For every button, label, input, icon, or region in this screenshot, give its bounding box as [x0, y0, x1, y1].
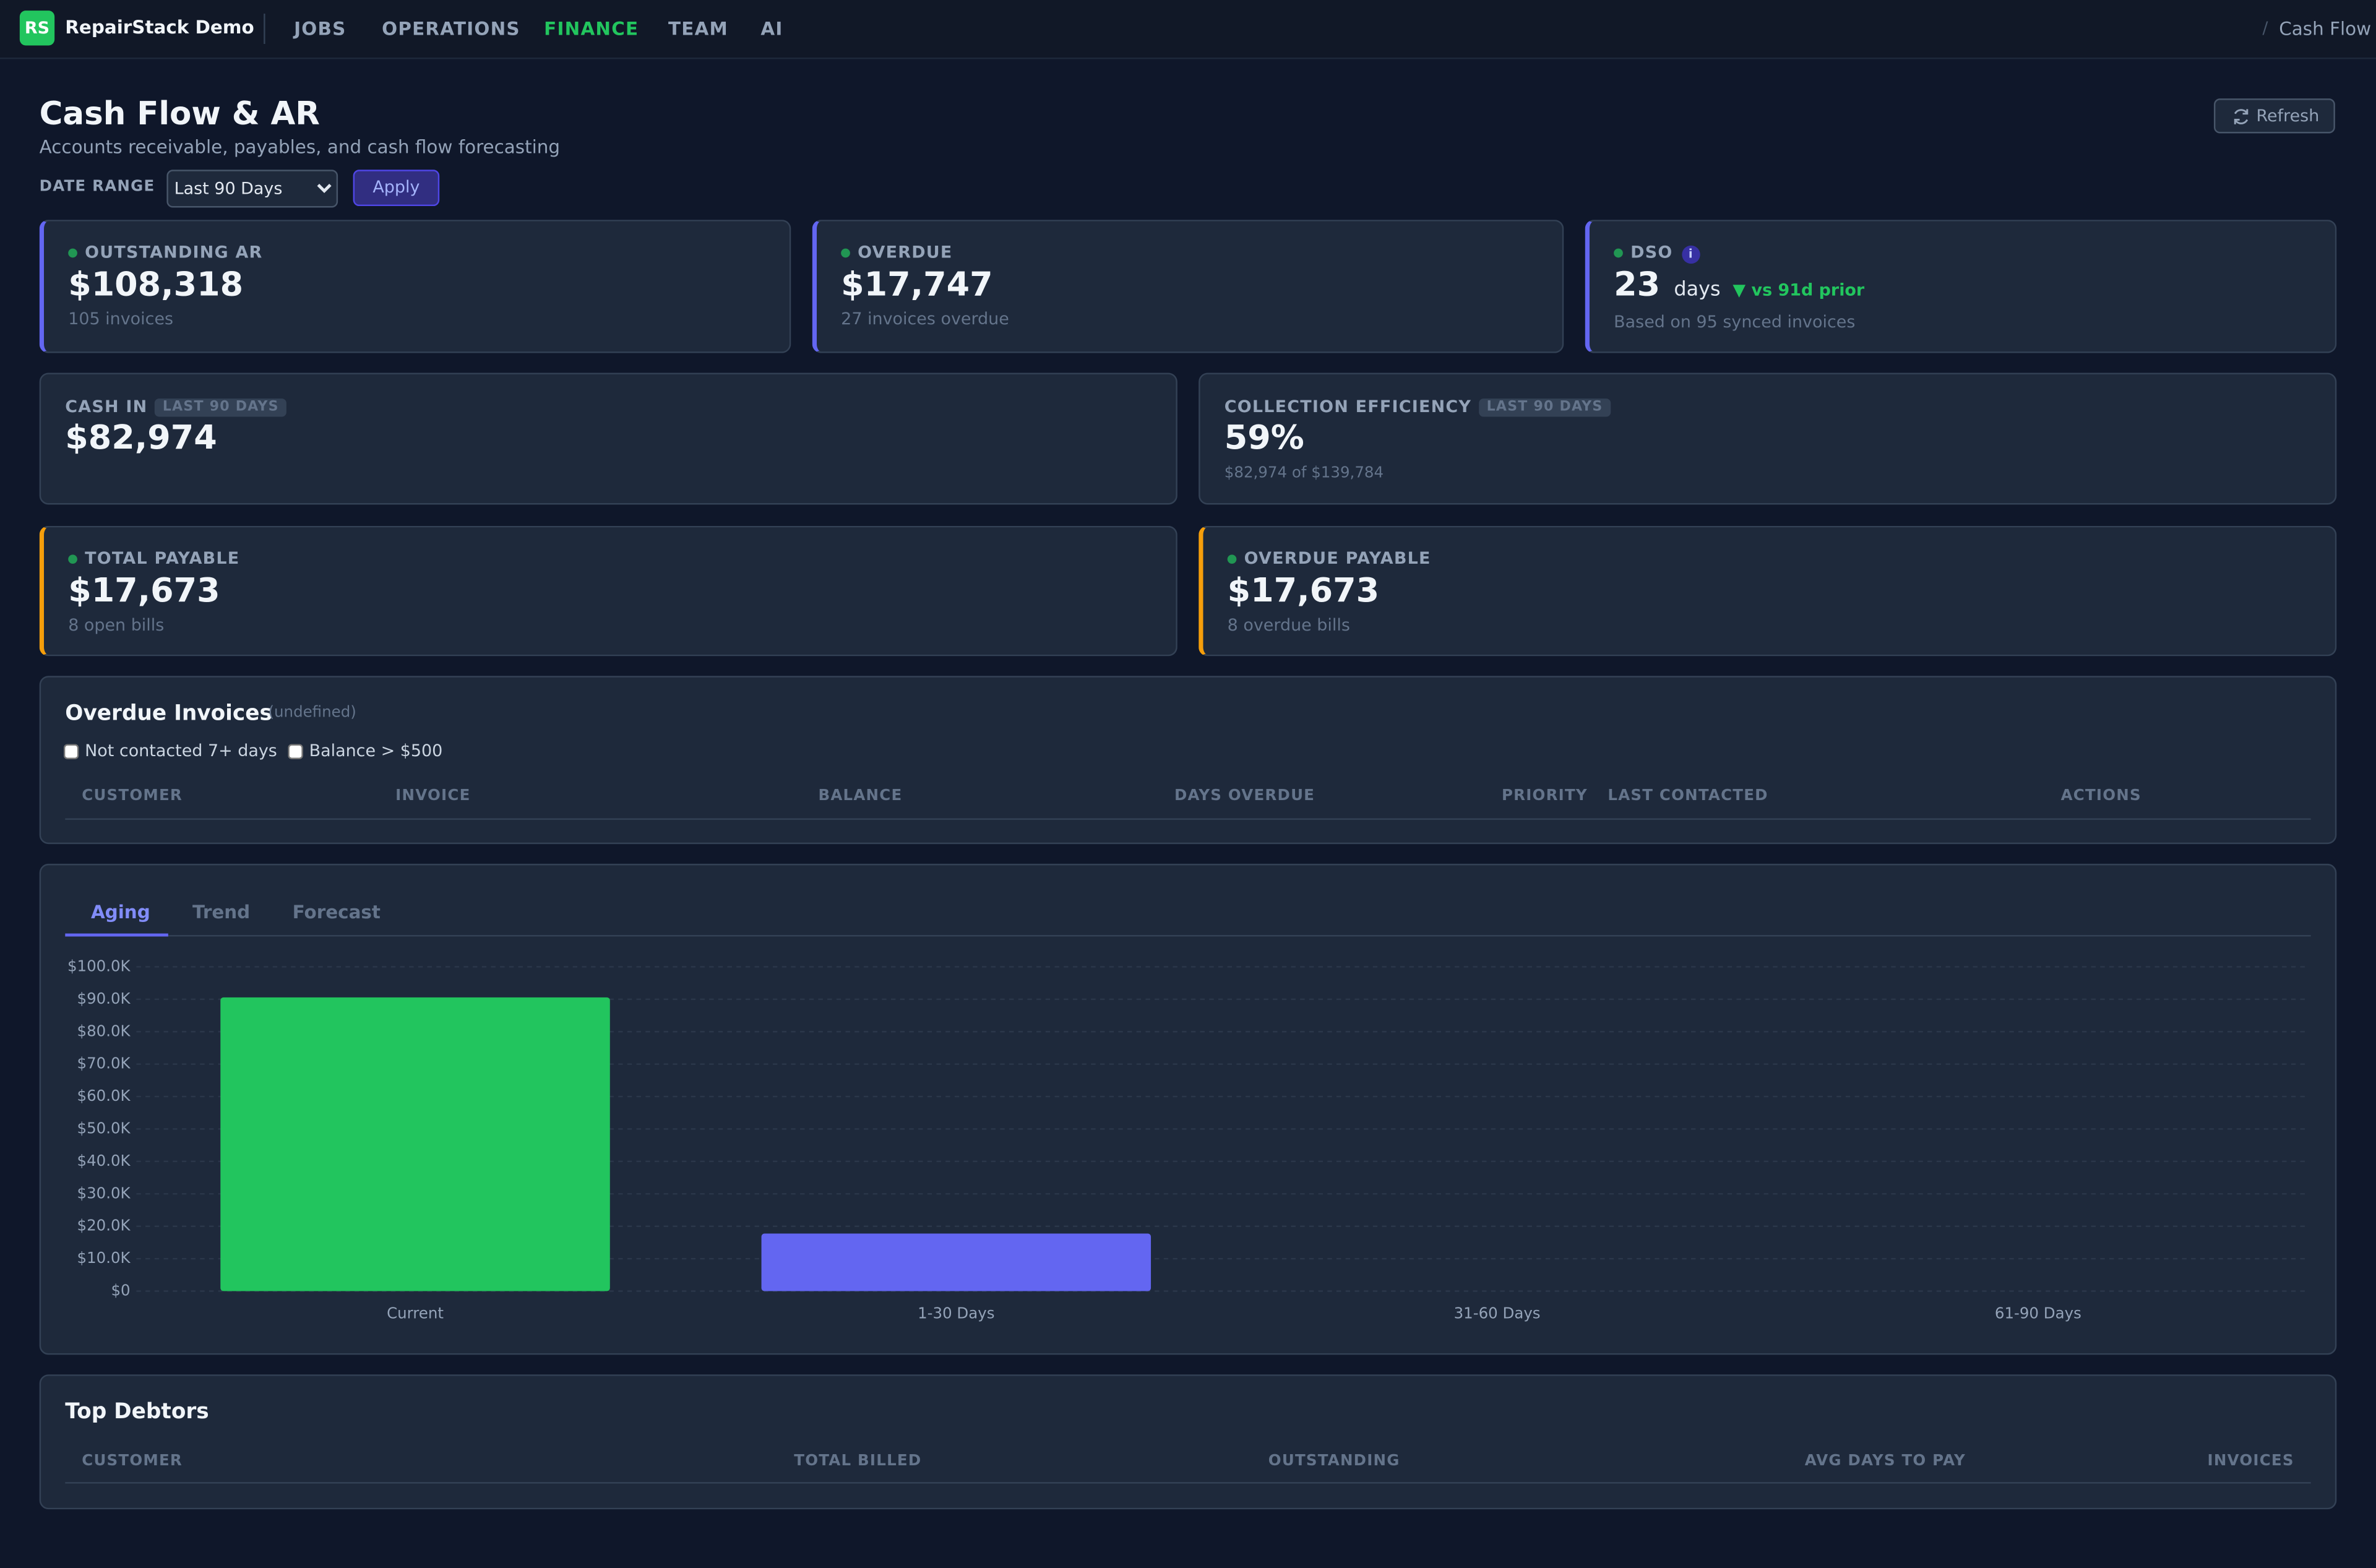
filter-label: Not contacted 7+ days	[85, 741, 277, 761]
kpi-badge: LAST 90 DAYS	[1479, 398, 1611, 417]
bar	[761, 1233, 1151, 1291]
aging-chart: $0 $10.0K $20.0K $30.0K $40.0K $50.0K $60.0K $7…	[67, 957, 2309, 1322]
date-range-select[interactable]: Last 90 Days	[166, 170, 338, 208]
column-header: PRIORITY	[1501, 788, 1588, 805]
breadcrumb-sep: /	[2262, 18, 2268, 38]
kpi-delta: ▼ vs 91d prior	[1732, 280, 1865, 300]
kpi-label: TOTAL PAYABLE	[85, 548, 240, 569]
kpi-label: DSO	[1630, 242, 1673, 262]
info-icon[interactable]: i	[1682, 245, 1700, 264]
kpi-note: 27 invoices overdue	[841, 309, 1009, 329]
column-header: OUTSTANDING	[1268, 1453, 1400, 1470]
refresh-button[interactable]: Refresh	[2213, 98, 2335, 134]
y-tick-label: $10.0K	[77, 1249, 131, 1267]
kpi-note: 105 invoices	[68, 309, 174, 329]
nav-item[interactable]: JOBS	[294, 18, 346, 40]
kpi-note: $82,974 of $139,784	[1224, 465, 1384, 482]
table-rule	[65, 818, 2311, 820]
column-header: AVG DAYS TO PAY	[1804, 1453, 1966, 1470]
kpi-card: OVERDUE PAYABLE $17,673 8 overdue bills	[1199, 525, 2337, 657]
column-header: BALANCE	[818, 788, 903, 805]
divider	[264, 14, 265, 45]
y-tick-label: $70.0K	[77, 1054, 131, 1072]
kpi-card: DSO i 23 days ▼ vs 91d prior Based on 95 …	[1585, 220, 2337, 353]
y-tick-label: $0	[111, 1282, 130, 1299]
tab-rule	[65, 935, 2311, 937]
brand[interactable]: RepairStack Demo	[65, 16, 254, 38]
overdue-invoices-panel: Overdue Invoices (undefined) Not contact…	[39, 676, 2337, 845]
breadcrumb: Cash Flow	[2279, 18, 2372, 40]
column-header: INVOICES	[2207, 1453, 2294, 1470]
x-tick-label: 1-30 Days	[918, 1304, 994, 1322]
column-header: CUSTOMER	[82, 788, 183, 805]
kpi-value: $17,747	[841, 267, 993, 305]
kpi-note: 8 overdue bills	[1227, 615, 1350, 635]
kpi-label: OVERDUE	[858, 242, 953, 262]
column-header: CUSTOMER	[82, 1453, 183, 1470]
kpi-card: COLLECTION EFFICIENCY LAST 90 DAYS 59% $8…	[1199, 373, 2337, 505]
top-nav	[0, 0, 2376, 59]
kpi-value: $17,673	[1227, 572, 1380, 611]
tab[interactable]: Trend	[192, 902, 251, 923]
kpi-label: COLLECTION EFFICIENCY	[1224, 397, 1472, 417]
y-tick-label: $30.0K	[77, 1184, 131, 1202]
kpi-value: 23	[1614, 267, 1661, 305]
kpi-unit: days	[1674, 278, 1721, 302]
column-header: INVOICE	[395, 788, 471, 805]
y-tick-label: $50.0K	[77, 1119, 131, 1137]
nav-item[interactable]: FINANCE	[544, 18, 639, 40]
table-rule	[65, 1482, 2311, 1484]
kpi-card: OVERDUE $17,747 27 invoices overdue	[812, 220, 1564, 353]
kpi-value: $17,673	[68, 572, 220, 611]
kpi-value: $82,974	[65, 420, 217, 458]
tab-indicator	[65, 933, 168, 937]
x-tick-label: 61-90 Days	[1995, 1304, 2081, 1322]
kpi-label: OUTSTANDING AR	[85, 242, 263, 262]
kpi-label: OVERDUE PAYABLE	[1244, 548, 1431, 569]
panel-title: Top Debtors	[65, 1400, 209, 1425]
apply-button[interactable]: Apply	[353, 170, 440, 207]
kpi-card: OUTSTANDING AR $108,318 105 invoices	[39, 220, 791, 353]
column-header: ACTIONS	[2060, 788, 2141, 805]
logo[interactable]: RS	[19, 11, 55, 46]
column-header: TOTAL BILLED	[794, 1453, 922, 1470]
kpi-card: CASH IN LAST 90 DAYS $82,974	[39, 373, 1177, 505]
x-tick-label: 31-60 Days	[1454, 1304, 1541, 1322]
top-debtors-panel: Top Debtors CUSTOMER TOTAL BILLED OUTSTA…	[39, 1374, 2337, 1510]
kpi-note: 8 open bills	[68, 615, 165, 635]
kpi-badge: LAST 90 DAYS	[155, 398, 286, 417]
nav-item[interactable]: TEAM	[668, 18, 729, 40]
column-header: LAST CONTACTED	[1608, 788, 1768, 805]
y-tick-label: $80.0K	[77, 1022, 131, 1040]
filter-label: Balance > $500	[309, 741, 443, 761]
kpi-value: $108,318	[68, 267, 244, 305]
y-tick-label: $40.0K	[77, 1152, 131, 1170]
tab[interactable]: Aging	[90, 902, 150, 923]
page-subtitle: Accounts receivable, payables, and cash …	[39, 136, 561, 158]
y-tick-label: $90.0K	[77, 989, 131, 1007]
refresh-icon	[2234, 109, 2249, 124]
kpi-label: CASH IN	[65, 397, 148, 417]
x-tick-label: Current	[387, 1304, 444, 1322]
nav-item[interactable]: AI	[760, 18, 783, 40]
panel-title: Overdue Invoices	[65, 701, 272, 726]
page-title: Cash Flow & AR	[39, 95, 320, 132]
column-header: DAYS OVERDUE	[1174, 788, 1315, 805]
panel-count: (undefined)	[268, 704, 356, 722]
y-tick-label: $100.0K	[67, 957, 131, 975]
y-tick-label: $60.0K	[77, 1087, 131, 1105]
kpi-value: 59%	[1224, 420, 1304, 458]
refresh-label: Refresh	[2256, 106, 2320, 126]
filter[interactable]: Not contacted 7+ days	[63, 741, 277, 761]
kpi-note: Based on 95 synced invoices	[1614, 312, 1856, 332]
filter[interactable]: Balance > $500	[288, 741, 443, 761]
nav-item[interactable]: OPERATIONS	[382, 18, 520, 40]
y-tick-label: $20.0K	[77, 1217, 131, 1234]
kpi-card: TOTAL PAYABLE $17,673 8 open bills	[39, 525, 1177, 657]
tab[interactable]: Forecast	[292, 902, 381, 923]
bar	[220, 997, 610, 1291]
date-range-label: DATE RANGE	[39, 178, 155, 196]
